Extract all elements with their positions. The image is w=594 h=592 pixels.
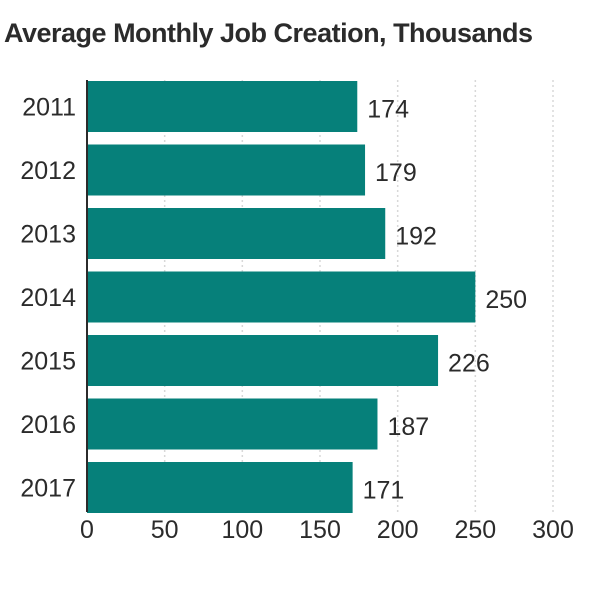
bars xyxy=(87,81,476,513)
bar-value-label: 192 xyxy=(395,223,437,251)
bar-2015 xyxy=(87,335,439,386)
bar-2011 xyxy=(87,81,358,132)
bar-value-label: 226 xyxy=(448,350,490,378)
x-tick-label: 250 xyxy=(454,516,496,544)
y-category-label: 2015 xyxy=(20,348,76,376)
bar-2016 xyxy=(87,398,378,450)
y-category-label: 2013 xyxy=(20,221,76,249)
x-tick-label: 100 xyxy=(221,516,263,544)
chart-title: Average Monthly Job Creation, Thousands xyxy=(4,18,533,48)
x-tick-label: 50 xyxy=(151,516,179,544)
bar-2013 xyxy=(87,208,386,259)
x-tick-label: 150 xyxy=(299,516,341,544)
y-category-label: 2014 xyxy=(20,284,76,312)
x-tick-label: 200 xyxy=(377,516,419,544)
y-category-label: 2012 xyxy=(20,157,76,185)
bar-2012 xyxy=(87,144,366,196)
bar-value-label: 174 xyxy=(367,96,409,124)
bar-value-label: 250 xyxy=(485,286,527,314)
bar-2017 xyxy=(87,462,353,513)
y-category-label: 2016 xyxy=(20,411,76,439)
x-tick-label: 300 xyxy=(532,516,574,544)
labels: 0 50 100 150 200 250 300 2011 174 2012 179 2013 192 2… xyxy=(20,94,573,545)
bar-value-label: 179 xyxy=(375,159,417,187)
x-tick-label: 0 xyxy=(80,516,94,544)
bar-2014 xyxy=(87,271,476,323)
bar-value-label: 187 xyxy=(387,413,429,441)
y-category-label: 2017 xyxy=(20,475,76,503)
y-category-label: 2011 xyxy=(22,94,76,122)
bar-value-label: 171 xyxy=(363,477,405,505)
